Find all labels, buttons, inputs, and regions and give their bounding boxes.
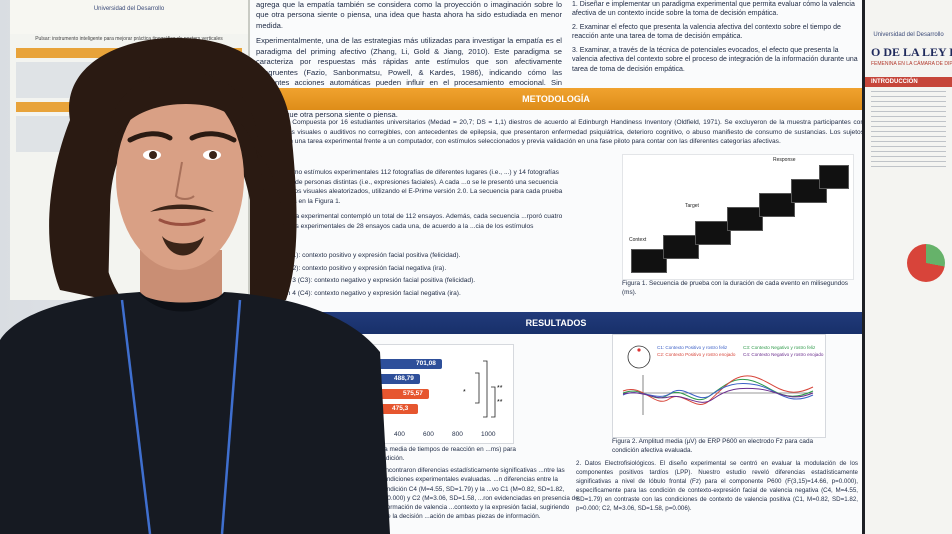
context-label: Context — [629, 237, 647, 243]
significance-mark: ** — [497, 399, 503, 406]
right-poster-pie-chart — [907, 244, 945, 282]
significance-mark: ** — [497, 385, 503, 392]
bar-C1 — [369, 359, 442, 369]
x-tick-label: 1000 — [481, 431, 496, 438]
eyebrow — [189, 131, 237, 143]
erp-legend-item: C4: Contexto Negativo y rostro enojado — [743, 352, 824, 357]
erp-legend-item: C1: Contexto Positivo y rostro feliz — [657, 345, 728, 350]
lips — [158, 218, 206, 226]
right-poster-subtitle: FEMENINA EN LA CÁMARA DE DIPUT — [871, 61, 952, 68]
condition-item: ...ndición 4 (C4): contexto negativo y e… — [264, 289, 461, 297]
sweater — [0, 292, 390, 534]
right-poster-section: INTRODUCCIÓN — [865, 77, 952, 88]
hair-side — [250, 150, 285, 300]
moustache — [150, 204, 214, 212]
eyebrow — [127, 131, 173, 143]
method-sample-text: Muestra: Compuesta por 16 estudiantes un… — [264, 119, 864, 146]
condition-item: ...ndición 3 (C3): contexto negativo y e… — [264, 277, 476, 285]
trial-sequence-figure: Response Target Context — [622, 154, 854, 280]
response-frame — [819, 165, 849, 189]
significance-mark: * — [463, 389, 466, 396]
conditions-list: ...ión 1 (C1): contexto positivo y expre… — [264, 250, 564, 300]
bar-value-label: 488,79 — [394, 375, 414, 382]
response-label: Response — [773, 157, 796, 163]
results-heading: RESULTADOS — [250, 312, 862, 334]
erp-legend-item: C3: Contexto Negativo y rostro feliz — [743, 345, 816, 350]
lanyard — [120, 299, 152, 534]
right-poster-institution: Universidad del Desarrollo — [873, 32, 944, 38]
objectives-list: 1. Diseñar e implementar un paradigma ex… — [572, 0, 858, 78]
erp-figure: C1: Contexto Positivo y rostro feliz C2:… — [612, 334, 826, 438]
context-frame — [631, 249, 667, 273]
results-behavioral-text: ...ncontraron diferencias estadísticamen… — [380, 467, 579, 521]
figure-1-caption: Figura 1. Secuencia de prueba con la dur… — [622, 280, 848, 296]
hair-side — [87, 150, 120, 300]
lanyard — [220, 299, 242, 534]
significance-brackets — [475, 360, 496, 418]
x-tick-label: 800 — [452, 431, 463, 438]
bar-C2 — [369, 374, 420, 384]
hair-front — [107, 71, 259, 160]
bar-value-label: 701,08 — [416, 360, 436, 367]
objective-item: 1. Diseñar e implementar un paradigma ex… — [572, 1, 855, 18]
sequence-frame — [663, 235, 699, 259]
method-heading: METODOLOGÍA — [250, 88, 862, 110]
sweater-collar — [138, 292, 226, 312]
bar-value-label: 475,3 — [392, 405, 409, 412]
target-label: Target — [685, 203, 699, 209]
person-photo — [0, 37, 390, 534]
figure-2-caption: Figura 2. Amplitud media (µV) de ERP P60… — [612, 438, 814, 454]
right-neighbor-poster: Universidad del Desarrollo O DE LA LEY D… — [862, 0, 952, 534]
objective-item: 2. Examinar el efecto que presenta la va… — [572, 23, 841, 41]
bar-C4 — [369, 404, 418, 414]
left-poster-institution: Universidad del Desarrollo — [10, 0, 248, 34]
condition-item: ...ión 2 (C2): contexto positivo y expre… — [264, 264, 447, 272]
left-poster-title: Pulsar: instrumento inteligente para mej… — [35, 36, 223, 42]
sequence-frame — [759, 193, 795, 217]
nose — [174, 161, 195, 200]
bar-C3 — [369, 389, 429, 399]
right-poster-title: O DE LA LEY DE CUO — [871, 45, 952, 59]
goatee — [162, 236, 204, 256]
objective-item: 3. Examinar, a través de la técnica de p… — [572, 46, 858, 73]
sequence-frame — [695, 221, 731, 245]
right-poster-text-block — [871, 91, 946, 172]
bar-value-label: 575,57 — [403, 390, 423, 397]
target-frame — [727, 207, 763, 231]
condition-item: ...ión 1 (C1): contexto positivo y expre… — [264, 252, 461, 259]
intro-paragraph-1: agrega que la empatía también se conside… — [256, 0, 562, 30]
method-stimuli-paragraph: ...laron como estímulos experimentales 1… — [264, 169, 563, 205]
x-tick-label: 600 — [423, 431, 434, 438]
x-tick-label: 400 — [394, 431, 405, 438]
erp-waveforms — [622, 345, 814, 415]
erp-legend-item: C2: Contexto Positivo y rostro enojado — [657, 352, 736, 357]
neck — [140, 250, 222, 317]
results-electrophysiology-text: 2. Datos Electrofisiológicos. El diseño … — [576, 460, 858, 512]
